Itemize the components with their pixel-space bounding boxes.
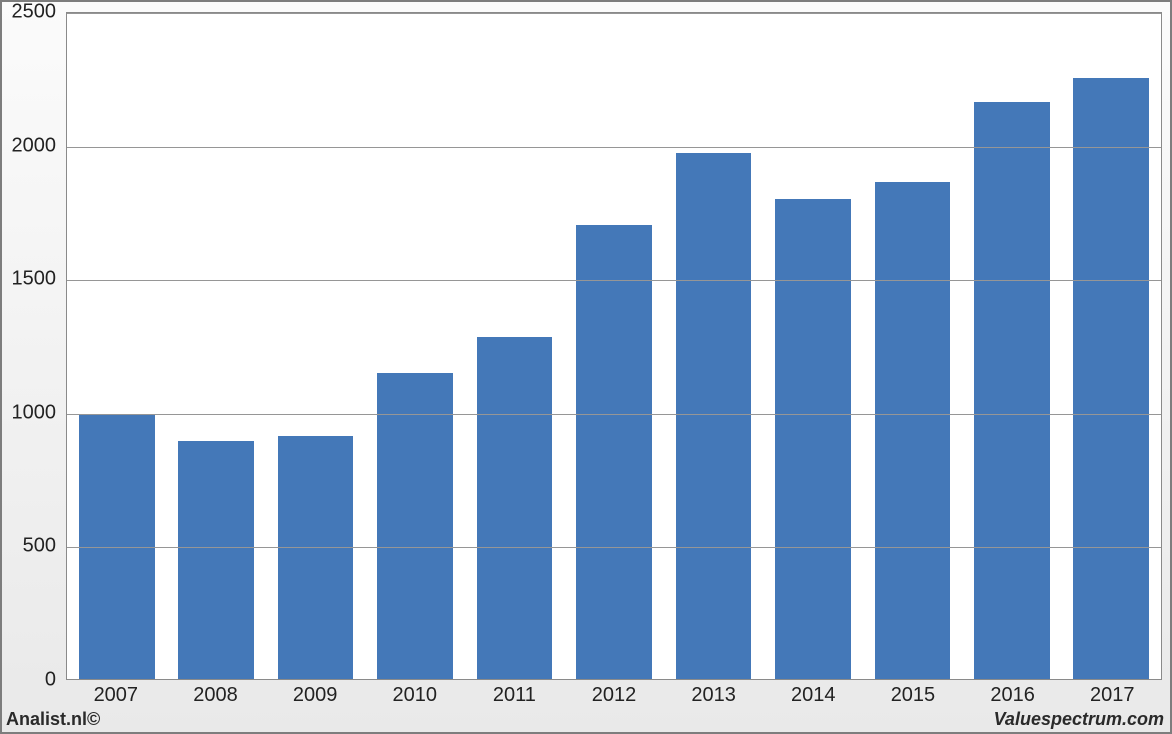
y-tick-label: 2000 [6, 134, 56, 157]
gridline [67, 147, 1161, 148]
x-tick-label: 2007 [66, 684, 166, 707]
x-tick-label: 2017 [1062, 684, 1162, 707]
bar-slot [763, 13, 862, 679]
bar [178, 441, 254, 679]
y-tick-label: 1000 [6, 401, 56, 424]
footer-credit-right: Valuespectrum.com [994, 709, 1164, 730]
y-tick-label: 2500 [6, 1, 56, 24]
x-tick-label: 2012 [564, 684, 664, 707]
x-tick-label: 2011 [465, 684, 565, 707]
bar [278, 436, 354, 679]
bar [775, 199, 851, 679]
x-tick-label: 2013 [664, 684, 764, 707]
x-axis-labels: 2007200820092010201120122013201420152016… [66, 684, 1162, 707]
gridline [67, 280, 1161, 281]
gridline [67, 547, 1161, 548]
bar [875, 182, 951, 679]
footer-credit-left: Analist.nl© [6, 709, 100, 730]
gridline [67, 414, 1161, 415]
bar [477, 337, 553, 679]
bar [377, 373, 453, 679]
bar [1073, 78, 1149, 679]
x-tick-label: 2009 [265, 684, 365, 707]
bar-slot [664, 13, 763, 679]
bar-slot [266, 13, 365, 679]
x-tick-label: 2010 [365, 684, 465, 707]
x-tick-label: 2015 [863, 684, 963, 707]
bar-slot [166, 13, 265, 679]
y-tick-label: 500 [6, 535, 56, 558]
x-tick-label: 2008 [166, 684, 266, 707]
chart-frame: 2007200820092010201120122013201420152016… [0, 0, 1172, 734]
bar-slot [465, 13, 564, 679]
y-tick-label: 0 [6, 669, 56, 692]
bar-slot [564, 13, 663, 679]
plot-area [66, 12, 1162, 680]
bar-slot [962, 13, 1061, 679]
bar-slot [365, 13, 464, 679]
x-tick-label: 2016 [963, 684, 1063, 707]
bar-slot [863, 13, 962, 679]
x-tick-label: 2014 [763, 684, 863, 707]
bar [974, 102, 1050, 679]
bars-container [67, 13, 1161, 679]
bar-slot [1062, 13, 1161, 679]
bar-slot [67, 13, 166, 679]
gridline [67, 13, 1161, 14]
bar [676, 153, 752, 679]
y-tick-label: 1500 [6, 268, 56, 291]
bar [576, 225, 652, 679]
